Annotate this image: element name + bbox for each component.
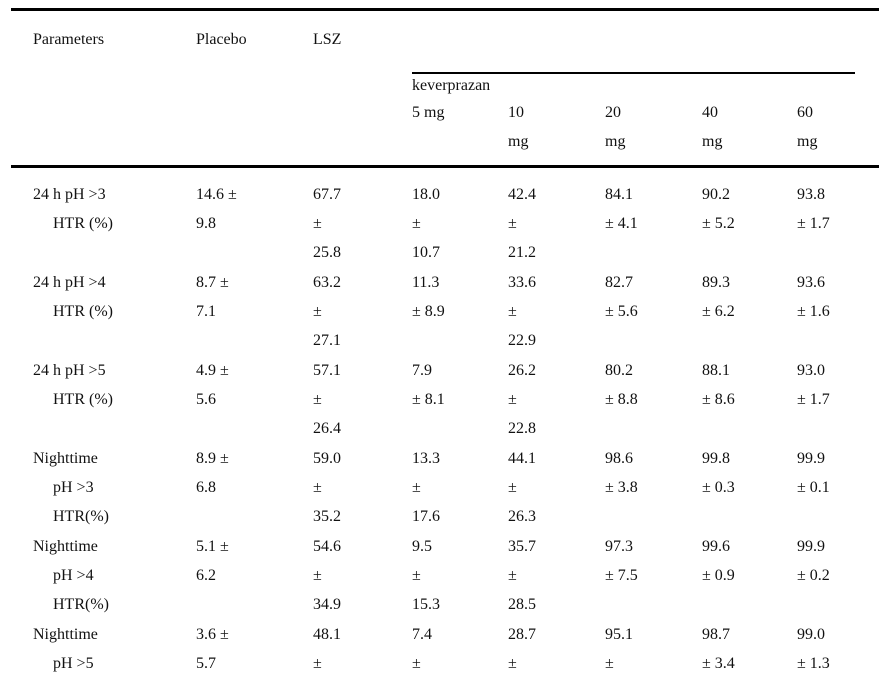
value-cell-20mg: 95.1 ± 13.2: [605, 626, 633, 686]
value-cell-20mg: 84.1 ± 4.1: [605, 186, 638, 232]
value-cell-10mg: 28.7 ± 28.2: [508, 626, 536, 686]
value-cell-5mg: 9.5 ± 15.3: [412, 538, 440, 613]
table-row: 24 h pH >4 HTR (%) 8.7 ± 7.1 63.2 ± 27.1…: [11, 268, 879, 356]
param-cell: 24 h pH >3 HTR (%): [33, 186, 113, 232]
column-header-parameters: Parameters: [33, 31, 105, 48]
param-cell: Nighttime pH >5 HTR(%): [33, 626, 109, 686]
value-cell-40mg: 89.3 ± 6.2: [702, 274, 735, 320]
value-cell-placebo: 3.6 ± 5.7: [196, 626, 229, 672]
header-row-groups: Parameters Placebo LSZ keverprazan: [11, 10, 879, 94]
table-header: Parameters Placebo LSZ keverprazan 5 mg …: [11, 10, 880, 167]
value-cell-60mg: 99.9 ± 0.1: [797, 450, 830, 496]
table-row: Nighttime pH >3 HTR(%) 8.9 ± 6.8 59.0 ± …: [11, 444, 879, 532]
table-row: 24 h pH >5 HTR (%) 4.9 ± 5.6 57.1 ± 26.4…: [11, 356, 879, 444]
param-cell: 24 h pH >4 HTR (%): [33, 274, 113, 320]
value-cell-placebo: 14.6 ± 9.8: [196, 186, 237, 232]
value-cell-40mg: 90.2 ± 5.2: [702, 186, 735, 232]
column-header-dose-40mg: 40 mg: [702, 104, 723, 150]
value-cell-10mg: 42.4 ± 21.2: [508, 186, 536, 261]
value-cell-5mg: 7.9 ± 8.1: [412, 362, 445, 408]
value-cell-lsz: 67.7 ± 25.8: [313, 186, 341, 261]
value-cell-60mg: 93.0 ± 1.7: [797, 362, 830, 408]
header-row-doses: 5 mg 10 mg 20 mg 40 mg 60 mg: [11, 92, 879, 167]
value-cell-lsz: 63.2 ± 27.1: [313, 274, 341, 349]
column-header-lsz: LSZ: [313, 31, 342, 48]
value-cell-40mg: 99.8 ± 0.3: [702, 450, 735, 496]
value-cell-5mg: 11.3 ± 8.9: [412, 274, 445, 320]
value-cell-5mg: 7.4 ± 12.8: [412, 626, 440, 686]
column-header-dose-5mg: 5 mg: [412, 104, 445, 121]
column-header-dose-10mg: 10 mg: [508, 104, 529, 150]
value-cell-60mg: 99.0 ± 1.3: [797, 626, 830, 672]
value-cell-placebo: 8.9 ± 6.8: [196, 450, 229, 496]
table-row: Nighttime pH >4 HTR(%) 5.1 ± 6.2 54.6 ± …: [11, 532, 879, 620]
value-cell-placebo: 4.9 ± 5.6: [196, 362, 229, 408]
value-cell-10mg: 35.7 ± 28.5: [508, 538, 536, 613]
table-row: 24 h pH >3 HTR (%) 14.6 ± 9.8 67.7 ± 25.…: [11, 167, 879, 269]
table-row: Nighttime pH >5 HTR(%) 3.6 ± 5.7 48.1 ± …: [11, 620, 879, 686]
value-cell-5mg: 13.3 ± 17.6: [412, 450, 440, 525]
column-header-dose-60mg: 60 mg: [797, 104, 818, 150]
value-cell-5mg: 18.0 ± 10.7: [412, 186, 440, 261]
value-cell-20mg: 80.2 ± 8.8: [605, 362, 638, 408]
column-header-placebo: Placebo: [196, 31, 247, 48]
column-header-keverprazan-group: keverprazan: [412, 10, 879, 94]
value-cell-20mg: 98.6 ± 3.8: [605, 450, 638, 496]
value-cell-lsz: 54.6 ± 34.9: [313, 538, 341, 613]
value-cell-60mg: 93.6 ± 1.6: [797, 274, 830, 320]
value-cell-40mg: 88.1 ± 8.6: [702, 362, 735, 408]
value-cell-20mg: 97.3 ± 7.5: [605, 538, 638, 584]
column-header-dose-20mg: 20 mg: [605, 104, 626, 150]
value-cell-60mg: 99.9 ± 0.2: [797, 538, 830, 584]
value-cell-40mg: 98.7 ± 3.4: [702, 626, 735, 672]
keverprazan-underline: keverprazan: [412, 29, 856, 94]
value-cell-10mg: 26.2 ± 22.8: [508, 362, 536, 437]
param-cell: 24 h pH >5 HTR (%): [33, 362, 113, 408]
value-cell-placebo: 8.7 ± 7.1: [196, 274, 229, 320]
param-cell: Nighttime pH >3 HTR(%): [33, 450, 109, 525]
param-cell: Nighttime pH >4 HTR(%): [33, 538, 109, 613]
results-table: Parameters Placebo LSZ keverprazan 5 mg …: [11, 8, 880, 686]
value-cell-20mg: 82.7 ± 5.6: [605, 274, 638, 320]
keverprazan-label: keverprazan: [412, 77, 491, 94]
table-body: 24 h pH >3 HTR (%) 14.6 ± 9.8 67.7 ± 25.…: [11, 167, 879, 686]
value-cell-40mg: 99.6 ± 0.9: [702, 538, 735, 584]
value-cell-lsz: 59.0 ± 35.2: [313, 450, 341, 525]
value-cell-60mg: 93.8 ± 1.7: [797, 186, 830, 232]
value-cell-placebo: 5.1 ± 6.2: [196, 538, 229, 584]
value-cell-lsz: 57.1 ± 26.4: [313, 362, 341, 437]
value-cell-10mg: 33.6 ± 22.9: [508, 274, 536, 349]
value-cell-10mg: 44.1 ± 26.3: [508, 450, 536, 525]
value-cell-lsz: 48.1 ± 31.1: [313, 626, 341, 686]
